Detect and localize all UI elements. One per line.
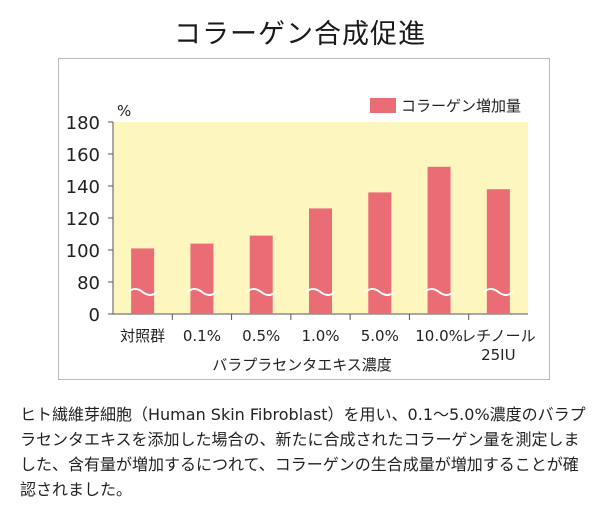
axis-break-mark (364, 288, 395, 296)
y-tick-label: 140 (66, 177, 100, 198)
y-tick-label: 80 (77, 273, 100, 294)
axis-break-mark (483, 288, 514, 296)
x-tick-label: 対照群 (120, 327, 165, 345)
description-text: ヒト繊維芽細胞（Human Skin Fibroblast）を用い、0.1～5.… (20, 405, 586, 499)
x-tick-label: 1.0% (301, 327, 339, 345)
y-tick-label: 180 (66, 113, 100, 134)
bar (249, 235, 273, 314)
axis-break-mark (305, 288, 336, 296)
x-tick-label: 10.0% (415, 327, 463, 345)
y-tick-label: 0 (89, 305, 100, 326)
bar (131, 248, 155, 314)
x-tick-label: レチノール 25IU (461, 327, 536, 364)
legend-swatch (370, 98, 396, 113)
legend-label: コラーゲン増加量 (401, 97, 521, 115)
bar (309, 208, 332, 314)
axis-break-mark (186, 288, 218, 296)
bar (190, 243, 214, 314)
x-tick-label: 0.1% (183, 327, 221, 345)
bar-chart: 0 80 100 120 140 160 180% 対照群 0.1% 0.5% 1.0% 5.0% 10… (66, 97, 536, 374)
axis-break-mark (127, 288, 158, 296)
axis-break-mark (246, 288, 277, 296)
bar (427, 166, 451, 314)
x-tick-label: 5.0% (361, 327, 399, 345)
y-tick-label: 100 (66, 241, 100, 262)
bar (368, 192, 392, 314)
axis-break-mark (423, 288, 455, 296)
x-tick-label: 0.5% (242, 327, 280, 345)
chart-title: コラーゲン合成促進 (174, 19, 426, 50)
y-tick-label: 120 (66, 209, 100, 230)
y-axis-label: % (117, 102, 131, 120)
y-tick-label: 160 (66, 145, 100, 166)
bar (486, 189, 510, 314)
x-axis-label: バラプラセンタエキス濃度 (212, 356, 392, 374)
